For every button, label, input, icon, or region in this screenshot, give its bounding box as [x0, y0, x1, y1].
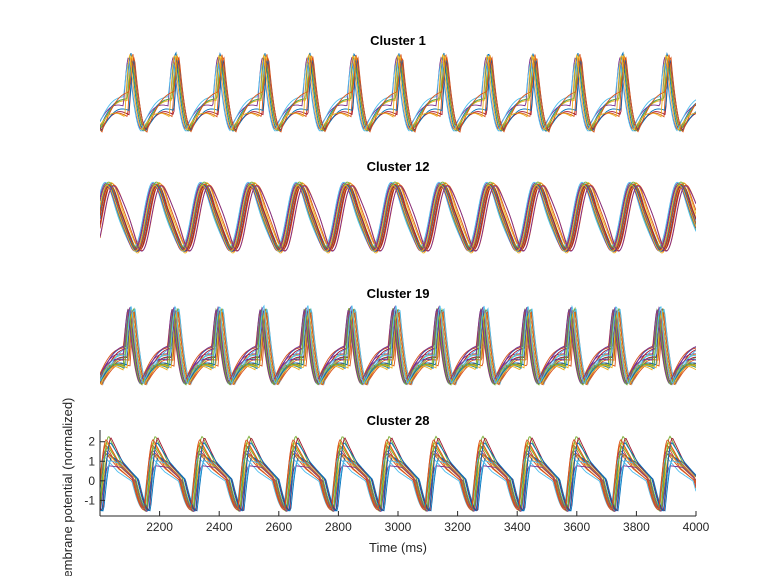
x-tick-label: 2600 [265, 520, 292, 534]
panel-3: Cluster 19 [100, 286, 696, 386]
panel-3-title: Cluster 19 [367, 286, 430, 301]
y-tick-label: -1 [84, 493, 95, 507]
panel-2-trace-17 [100, 185, 696, 252]
x-tick-label: 4000 [683, 520, 710, 534]
x-tick-label: 3200 [444, 520, 471, 534]
y-tick-label: 1 [88, 454, 95, 468]
panel-2-trace-6 [100, 181, 696, 248]
x-tick-label: 2200 [146, 520, 173, 534]
x-tick-label: 3600 [563, 520, 590, 534]
panel-2-trace-16 [100, 183, 696, 251]
y-tick-label: 0 [88, 474, 95, 488]
y-tick-label: 2 [88, 435, 95, 449]
panel-3-trace-19 [100, 312, 696, 386]
panel-4-trace-15 [100, 441, 696, 512]
panel-1: Cluster 1 [100, 33, 696, 133]
panel-3-trace-20 [100, 304, 696, 385]
panel-1-trace-10 [100, 53, 696, 131]
panel-1-trace-9 [100, 56, 696, 133]
x-tick-label: 3800 [623, 520, 650, 534]
x-tick-label: 2800 [325, 520, 352, 534]
panel-1-title: Cluster 1 [370, 33, 426, 48]
panel-3-trace-17 [100, 308, 696, 385]
panel-2-title: Cluster 12 [367, 159, 430, 174]
panel-1-trace-6 [100, 60, 696, 132]
panel-4: Cluster 28 2200 2400 2600 2800 3000 3200 3400 36… [60, 398, 710, 576]
panel-4-trace-6 [100, 456, 696, 510]
x-tick-label: 3400 [504, 520, 531, 534]
y-axis-label: Membrane potential (normalized) [60, 398, 75, 576]
panel-1-trace-5 [100, 60, 696, 132]
x-tick-label: 3000 [385, 520, 412, 534]
panel-2-trace-18 [100, 185, 696, 252]
panel-3-trace-11 [100, 305, 696, 386]
panel-2: Cluster 12 [100, 159, 696, 254]
x-tick-label: 2400 [206, 520, 233, 534]
x-axis-label: Time (ms) [369, 540, 427, 555]
panel-4-title: Cluster 28 [367, 413, 430, 428]
panel-4-trace-16 [100, 438, 696, 510]
